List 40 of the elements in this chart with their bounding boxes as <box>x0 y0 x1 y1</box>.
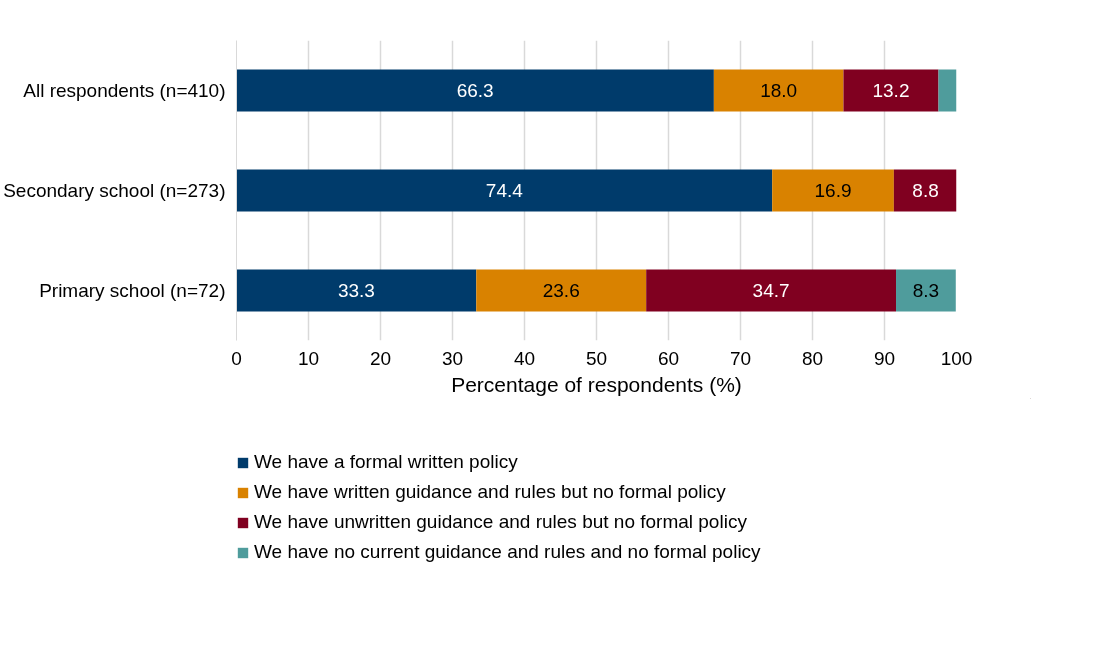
x-tick-label: 90 <box>873 347 896 369</box>
bar <box>893 169 957 212</box>
data-label: 8.8 <box>912 180 939 201</box>
data-label: 74.4 <box>485 180 524 201</box>
x-tick-label: 40 <box>513 347 536 369</box>
data-label: 33.3 <box>337 280 375 301</box>
data-label: 18.0 <box>760 80 798 101</box>
x-tick-label: 30 <box>441 347 464 369</box>
bar <box>646 269 897 312</box>
x-tick-label: 50 <box>585 347 608 369</box>
bar <box>236 169 773 212</box>
x-tick-label: 60 <box>657 347 680 369</box>
data-label: 23.6 <box>542 280 580 301</box>
y-tick-label: All respondents (n=410) <box>23 80 226 101</box>
x-tick-label: 10 <box>297 347 320 369</box>
bar <box>236 269 477 312</box>
bar <box>843 69 939 112</box>
data-label: 16.9 <box>814 180 852 201</box>
legend-label: We have no current guidance and rules and no formal policy <box>254 541 761 563</box>
x-tick-label: 20 <box>369 347 392 369</box>
data-label: 34.7 <box>752 280 790 301</box>
data-label: 8.3 <box>912 280 940 301</box>
bar <box>938 69 957 112</box>
x-tick-label: 80 <box>801 347 824 369</box>
data-label: 66.3 <box>456 80 494 101</box>
legend-label: We have written guidance and rules but no formal policy <box>254 481 726 503</box>
x-tick-label: 0 <box>231 347 242 369</box>
bar <box>772 169 894 212</box>
x-axis-title: Percentage of respondents (%) <box>451 372 742 396</box>
legend-label: We have a formal written policy <box>254 451 518 473</box>
legend-label: We have unwritten guidance and rules but no formal policy <box>254 511 747 533</box>
bar <box>236 69 714 112</box>
bar <box>476 269 647 312</box>
y-tick-label: Secondary school (n=273) <box>3 180 226 201</box>
bar <box>896 269 956 312</box>
x-tick-label: 100 <box>940 347 973 369</box>
bar <box>713 69 844 112</box>
y-tick-label: Primary school (n=72) <box>39 280 226 301</box>
data-label: 13.2 <box>872 80 910 101</box>
x-tick-label: 70 <box>729 347 752 369</box>
